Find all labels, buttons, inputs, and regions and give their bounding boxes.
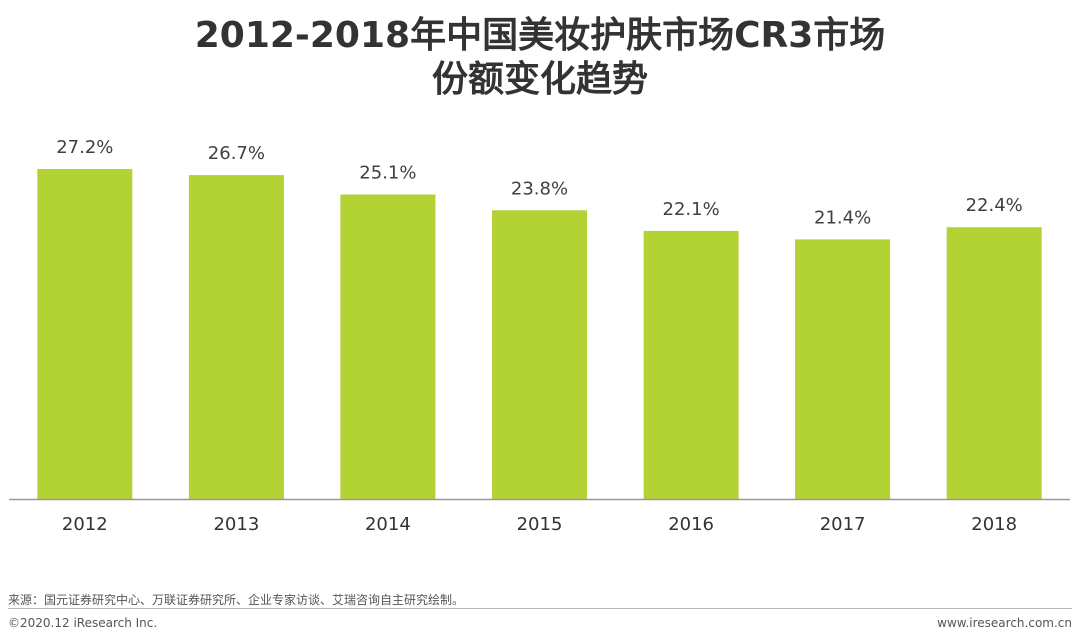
source-note: 来源：国元证券研究中心、万联证券研究所、企业专家访谈、艾瑞咨询自主研究绘制。 [8, 593, 465, 607]
bars-group [37, 169, 1042, 500]
data-label-2016: 22.1% [663, 199, 720, 220]
bar-2017 [795, 239, 891, 499]
copyright-text: ©2020.12 iResearch Inc. [8, 616, 158, 630]
x-tick-labels-group: 2012 2013 2014 2015 2016 2017 2018 [62, 514, 1017, 535]
bar-2014 [340, 194, 436, 499]
x-tick-2014: 2014 [365, 514, 411, 535]
chart-title-line-2: 份额变化趋势 [431, 59, 648, 100]
bar-chart: 27.2% 26.7% 25.1% 23.8% 22.1% 21.4% 22.4% 2012… [9, 137, 1070, 535]
bar-2013 [188, 175, 284, 499]
data-label-2012: 27.2% [56, 137, 113, 158]
x-tick-2012: 2012 [62, 514, 108, 535]
website-text: www.iresearch.com.cn [937, 616, 1072, 630]
chart-title-line-1: 2012-2018年中国美妆护肤市场CR3市场 [194, 15, 886, 56]
bar-2018 [946, 227, 1042, 499]
data-label-2017: 21.4% [814, 207, 871, 228]
x-tick-2013: 2013 [213, 514, 259, 535]
x-tick-2018: 2018 [971, 514, 1017, 535]
data-label-2013: 26.7% [208, 143, 265, 164]
x-tick-2015: 2015 [517, 514, 563, 535]
x-tick-2017: 2017 [820, 514, 866, 535]
data-label-2014: 25.1% [359, 163, 416, 184]
x-tick-2016: 2016 [668, 514, 714, 535]
bar-2012 [37, 169, 133, 499]
data-labels-group: 27.2% 26.7% 25.1% 23.8% 22.1% 21.4% 22.4% [56, 137, 1023, 228]
footer-divider [8, 608, 1072, 609]
data-label-2018: 22.4% [966, 195, 1023, 216]
data-label-2015: 23.8% [511, 178, 568, 199]
chart-title: 2012-2018年中国美妆护肤市场CR3市场 份额变化趋势 [0, 14, 1080, 102]
bar-2015 [492, 210, 587, 500]
bar-2016 [643, 230, 739, 499]
